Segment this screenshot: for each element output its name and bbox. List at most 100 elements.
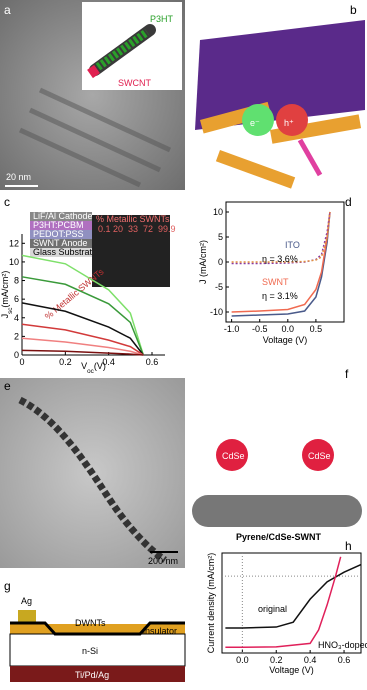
curve bbox=[231, 211, 331, 265]
panel-letter: g bbox=[4, 579, 11, 593]
inset-value: 33 bbox=[128, 224, 138, 234]
axis-label-part: (V) bbox=[94, 361, 106, 371]
axis-label-part: J bbox=[0, 314, 10, 319]
panel-letter: h bbox=[345, 539, 352, 553]
dwnt-film bbox=[10, 621, 185, 636]
particles bbox=[18, 396, 167, 563]
inset-value: 0.1 bbox=[98, 224, 111, 234]
arrow bbox=[297, 138, 323, 177]
label: P3HT bbox=[150, 14, 174, 24]
y-tick-label: 12 bbox=[9, 238, 19, 248]
axis-label: J (mA/cm²) bbox=[198, 240, 208, 284]
curve bbox=[21, 276, 145, 356]
y-tick-label: 4 bbox=[14, 313, 19, 323]
panel-letter: e bbox=[4, 379, 11, 393]
label: DWNTs bbox=[75, 618, 106, 628]
scale-label: 20 nm bbox=[6, 172, 31, 182]
tube-end bbox=[87, 64, 100, 79]
inset-value: 72 bbox=[143, 224, 153, 234]
polymer bbox=[195, 20, 365, 130]
panel-letter: a bbox=[4, 3, 11, 17]
x-tick-label: 0.4 bbox=[304, 655, 317, 665]
label: HNO₃-doped bbox=[318, 640, 367, 650]
y-tick-label: 0 bbox=[14, 350, 19, 360]
nanocrystal bbox=[302, 439, 334, 471]
axis-label-part: sc bbox=[7, 308, 14, 314]
y-tick-label: 2 bbox=[14, 331, 19, 341]
curve bbox=[225, 563, 362, 629]
label: Ti/Pd/Ag bbox=[75, 670, 109, 680]
label: CdSe bbox=[308, 451, 331, 461]
label: insulator bbox=[143, 626, 177, 636]
label: SWNT bbox=[262, 277, 289, 287]
x-tick-label: 0 bbox=[19, 357, 24, 367]
inset-title: % Metallic SWNTs bbox=[96, 214, 170, 224]
vial-photo bbox=[92, 215, 170, 287]
x-tick-label: 0.2 bbox=[270, 655, 283, 665]
label: SWCNT bbox=[118, 78, 151, 88]
arrow-label: % Metallic SWNTs bbox=[43, 266, 106, 321]
panel-letter: f bbox=[345, 367, 349, 381]
y-tick-label: 8 bbox=[14, 276, 19, 286]
axis-label: Jsc(mA/cm²) bbox=[0, 271, 14, 319]
inset-value: 20 bbox=[113, 224, 123, 234]
panel-letter: d bbox=[345, 195, 352, 209]
layer-label: P3HT:PCBM bbox=[33, 220, 84, 230]
y-tick-label: -10 bbox=[210, 307, 223, 317]
x-tick-label: 0.4 bbox=[102, 357, 115, 367]
curve bbox=[225, 556, 342, 648]
label: Ag bbox=[21, 596, 32, 606]
axis-label-part: oc bbox=[87, 368, 94, 375]
electron bbox=[242, 104, 274, 136]
label: e⁻ bbox=[250, 118, 260, 128]
curve bbox=[231, 211, 331, 263]
x-tick-label: 0.6 bbox=[146, 357, 159, 367]
layer-label: SWNT Anode bbox=[33, 238, 87, 248]
label: ITO bbox=[285, 240, 300, 250]
y-tick-label: -5 bbox=[215, 282, 223, 292]
wrap bbox=[95, 28, 150, 71]
inset-value: 99.9 bbox=[158, 224, 176, 234]
curve bbox=[21, 349, 144, 356]
label: η = 3.1% bbox=[262, 291, 298, 301]
axis-label: Current density (mA/cm²) bbox=[206, 553, 216, 654]
x-tick-label: 0.5 bbox=[310, 324, 323, 334]
layer-label: LiF/Al Cathode bbox=[33, 211, 93, 221]
x-tick-label: 0.6 bbox=[338, 655, 351, 665]
panel-letter: b bbox=[350, 3, 357, 17]
label: n-Si bbox=[82, 646, 98, 656]
x-tick-label: -0.5 bbox=[252, 324, 268, 334]
axis-label-part: V bbox=[81, 361, 87, 371]
curve bbox=[231, 211, 331, 317]
x-tick-label: -1.0 bbox=[224, 324, 240, 334]
axis-label: Voc(V) bbox=[81, 361, 106, 375]
x-tick-label: 0.0 bbox=[236, 655, 249, 665]
axis-label-part: (mA/cm²) bbox=[0, 271, 10, 308]
curve bbox=[21, 323, 144, 356]
layer-label: Glass Substrate bbox=[33, 247, 97, 257]
layer-legend bbox=[30, 212, 92, 257]
caption: Pyrene/CdSe-SWNT bbox=[236, 532, 322, 542]
curve bbox=[21, 302, 144, 356]
plot-frame bbox=[221, 552, 362, 654]
axis-label: Voltage (V) bbox=[269, 665, 314, 675]
scale-label: 200 nm bbox=[148, 556, 178, 566]
hole bbox=[276, 104, 308, 136]
ag-contact bbox=[18, 610, 36, 624]
swnt bbox=[192, 495, 362, 527]
nanocrystal bbox=[216, 439, 248, 471]
x-tick-label: 0.2 bbox=[59, 357, 72, 367]
nanotube-bundles bbox=[18, 87, 172, 188]
curve bbox=[21, 337, 144, 356]
y-tick-label: 10 bbox=[9, 257, 19, 267]
layer-label: PEDOT:PSS bbox=[33, 229, 84, 239]
label: η = 3.6% bbox=[262, 254, 298, 264]
panel-letter: c bbox=[4, 195, 10, 209]
axis-label: Voltage (V) bbox=[263, 335, 308, 345]
y-tick-label: 10 bbox=[213, 207, 223, 217]
y-tick-label: 6 bbox=[14, 294, 19, 304]
x-tick-label: 0.0 bbox=[282, 324, 295, 334]
back-contact bbox=[10, 666, 185, 682]
label: original bbox=[258, 604, 287, 614]
